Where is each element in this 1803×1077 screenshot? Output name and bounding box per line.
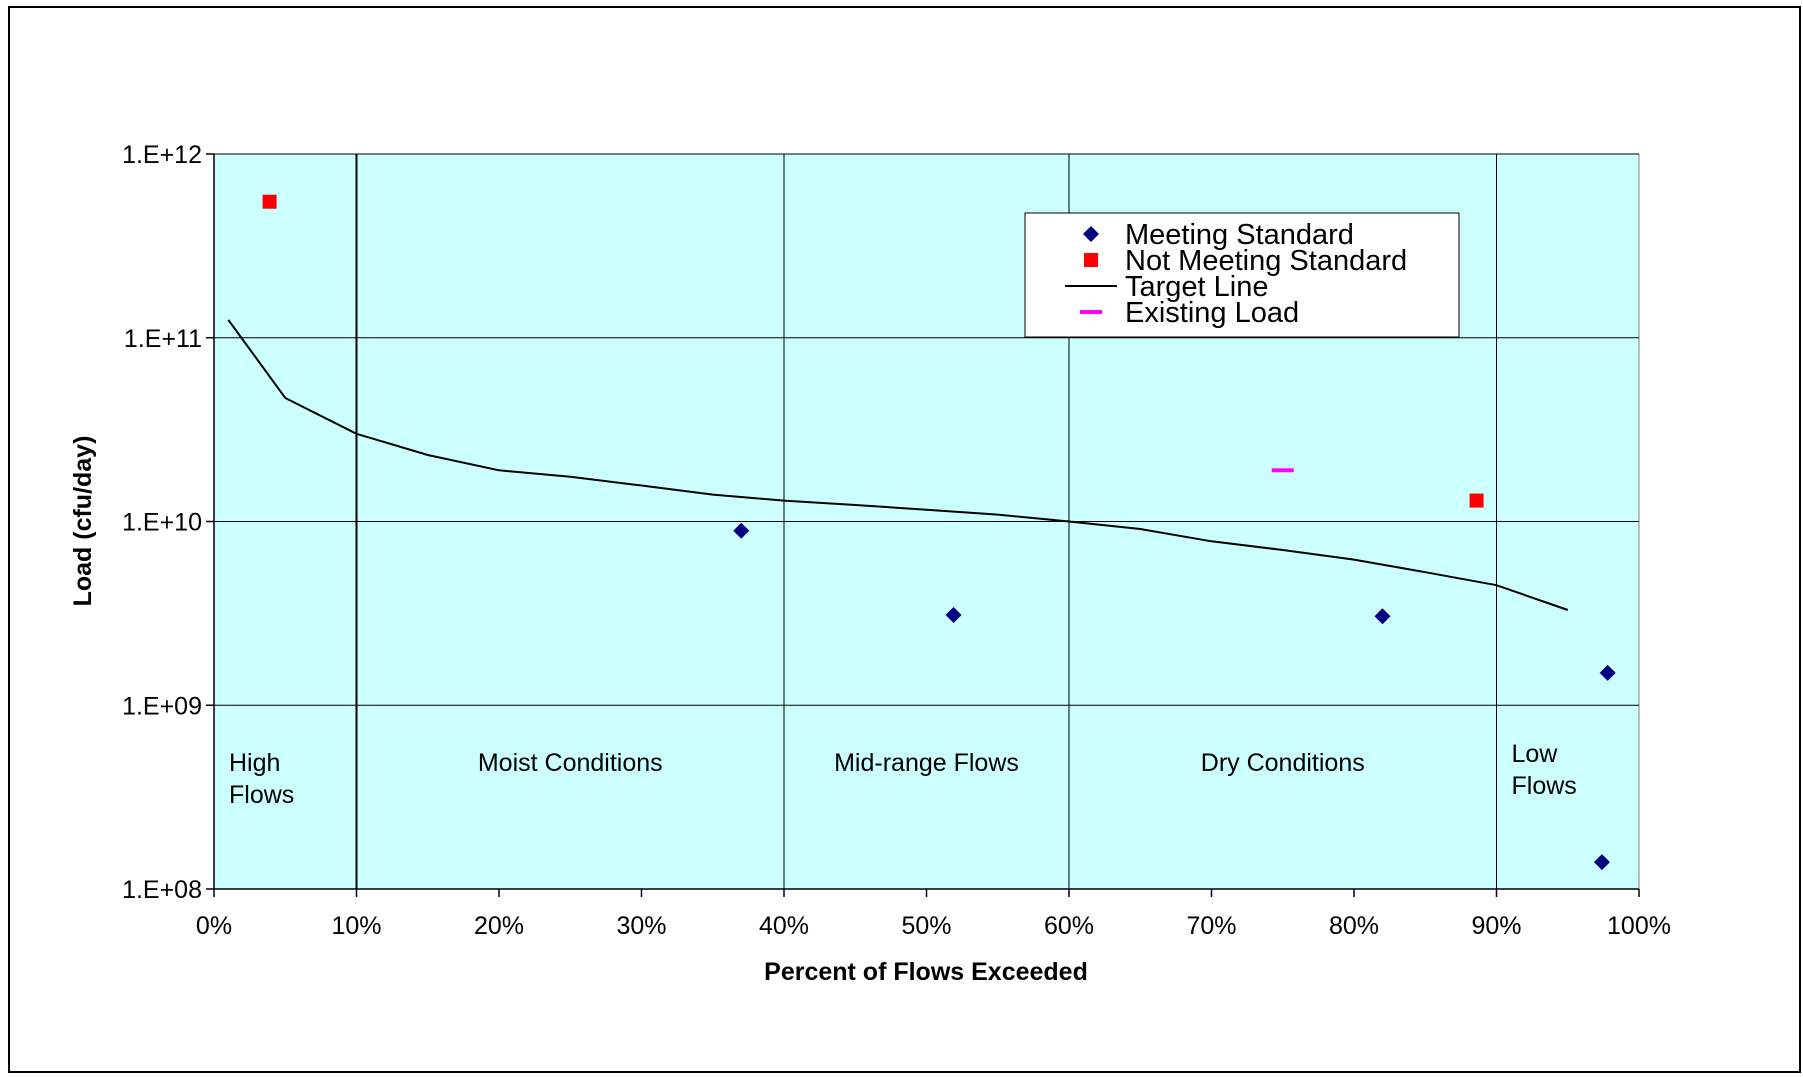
legend-square-icon xyxy=(1084,253,1098,267)
y-tick-label: 1.E+09 xyxy=(122,692,202,720)
existing-load-point xyxy=(1271,468,1294,473)
zone-label-line: Flows xyxy=(229,781,294,809)
zone-label-line: Mid-range Flows xyxy=(834,749,1019,777)
zone-label-line: Moist Conditions xyxy=(478,749,663,777)
legend-dash-icon xyxy=(1080,310,1102,314)
x-tick-label: 60% xyxy=(1044,912,1094,940)
legend-label: Not Meeting Standard xyxy=(1125,245,1407,277)
zone-label: High Flows xyxy=(229,749,294,809)
x-tick-label: 10% xyxy=(331,912,381,940)
zone-label-line: Dry Conditions xyxy=(1201,749,1365,777)
meeting-standard-point xyxy=(1599,664,1616,681)
meeting-standard-point xyxy=(945,606,962,623)
zone-label-line: Flows xyxy=(1512,772,1577,800)
x-tick-label: 20% xyxy=(474,912,524,940)
zone-label-line: Low xyxy=(1512,740,1559,768)
legend-label: Target Line xyxy=(1125,271,1269,303)
x-tick-label: 70% xyxy=(1186,912,1236,940)
meeting-standard-point xyxy=(1374,608,1391,625)
y-tick-label: 1.E+12 xyxy=(122,141,202,169)
x-tick-label: 40% xyxy=(759,912,809,940)
not-meeting-standard-point xyxy=(262,194,277,209)
legend-label: Existing Load xyxy=(1125,297,1299,329)
x-tick-label: 80% xyxy=(1329,912,1379,940)
zone-label-line: High xyxy=(229,749,280,777)
target-line xyxy=(227,319,1569,611)
x-tick-label: 0% xyxy=(196,912,232,940)
axes xyxy=(206,153,1640,897)
gridlines xyxy=(214,153,1639,706)
zone-label: Low Flows xyxy=(1512,740,1577,800)
x-tick-label: 100% xyxy=(1607,912,1671,940)
y-tick-label: 1.E+08 xyxy=(122,876,202,904)
y-tick-label: 1.E+11 xyxy=(124,325,202,353)
series-layer xyxy=(227,194,1616,871)
zone-labels: High Flows Moist Conditions Mid-range Flows… xyxy=(229,740,1577,809)
legend-label: Meeting Standard xyxy=(1125,219,1354,251)
meeting-standard-point xyxy=(1593,854,1610,871)
zone-label: Moist Conditions xyxy=(478,749,663,777)
x-tick-label: 50% xyxy=(901,912,951,940)
not-meeting-standard-point xyxy=(1469,493,1484,508)
x-axis-title: Percent of Flows Exceeded xyxy=(764,958,1088,986)
x-tick-label: 30% xyxy=(616,912,666,940)
legend-diamond-icon xyxy=(1083,226,1099,242)
zone-label: Mid-range Flows xyxy=(834,749,1019,777)
tick-labels: 0% 10% 20% 30% 40% 50% 60% 70% 80% 90% 100% 1.E+08 1… xyxy=(122,141,1671,940)
zone-label: Dry Conditions xyxy=(1201,749,1365,777)
meeting-standard-point xyxy=(733,522,750,539)
x-tick-label: 90% xyxy=(1471,912,1521,940)
y-tick-label: 1.E+10 xyxy=(122,509,202,537)
y-axis-title: Load (cfu/day) xyxy=(69,436,97,607)
